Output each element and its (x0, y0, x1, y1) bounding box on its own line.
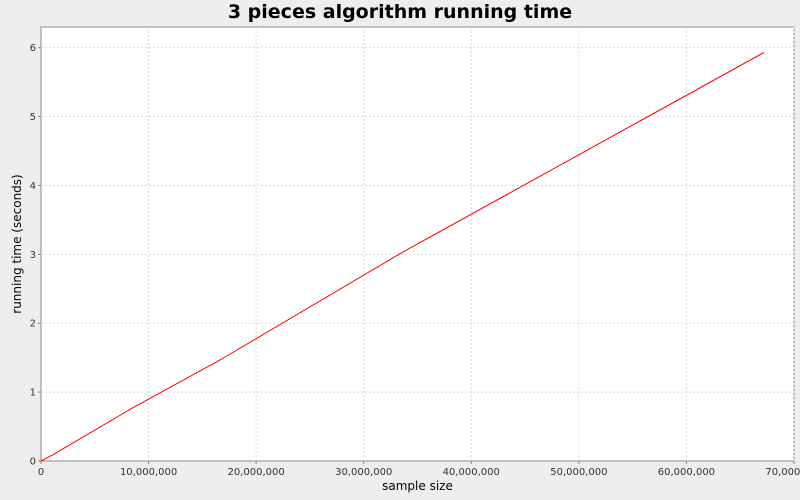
x-tick-label: 20,000,000 (228, 467, 285, 478)
series-layer (40, 52, 765, 462)
y-tick-label: 4 (30, 181, 36, 192)
y-tick-label: 0 (30, 457, 36, 468)
x-tick-label: 50,000,000 (550, 467, 607, 478)
y-tick-label: 6 (30, 43, 36, 54)
chart-title: 3 pieces algorithm running time (227, 1, 573, 23)
x-tick-label: 30,000,000 (335, 467, 392, 478)
x-tick-label: 40,000,000 (443, 467, 500, 478)
y-tick-label: 1 (30, 388, 36, 399)
y-tick-label: 2 (30, 319, 36, 330)
series-line (40, 52, 765, 462)
tick-labels: 0 10,000,000 20,000,000 30,000,000 40,000,00… (30, 43, 800, 478)
axes (38, 47, 795, 464)
y-tick-label: 3 (30, 250, 36, 261)
x-tick-label: 0 (38, 467, 44, 478)
y-tick-label: 5 (30, 112, 36, 123)
x-tick-label: 10,000,000 (120, 467, 177, 478)
gridlines (41, 27, 795, 461)
x-tick-label: 60,000,000 (658, 467, 715, 478)
x-tick-label: 70,000,000 (765, 467, 800, 478)
y-axis-label: running time (seconds) (10, 174, 24, 313)
x-axis-label: sample size (382, 479, 453, 493)
